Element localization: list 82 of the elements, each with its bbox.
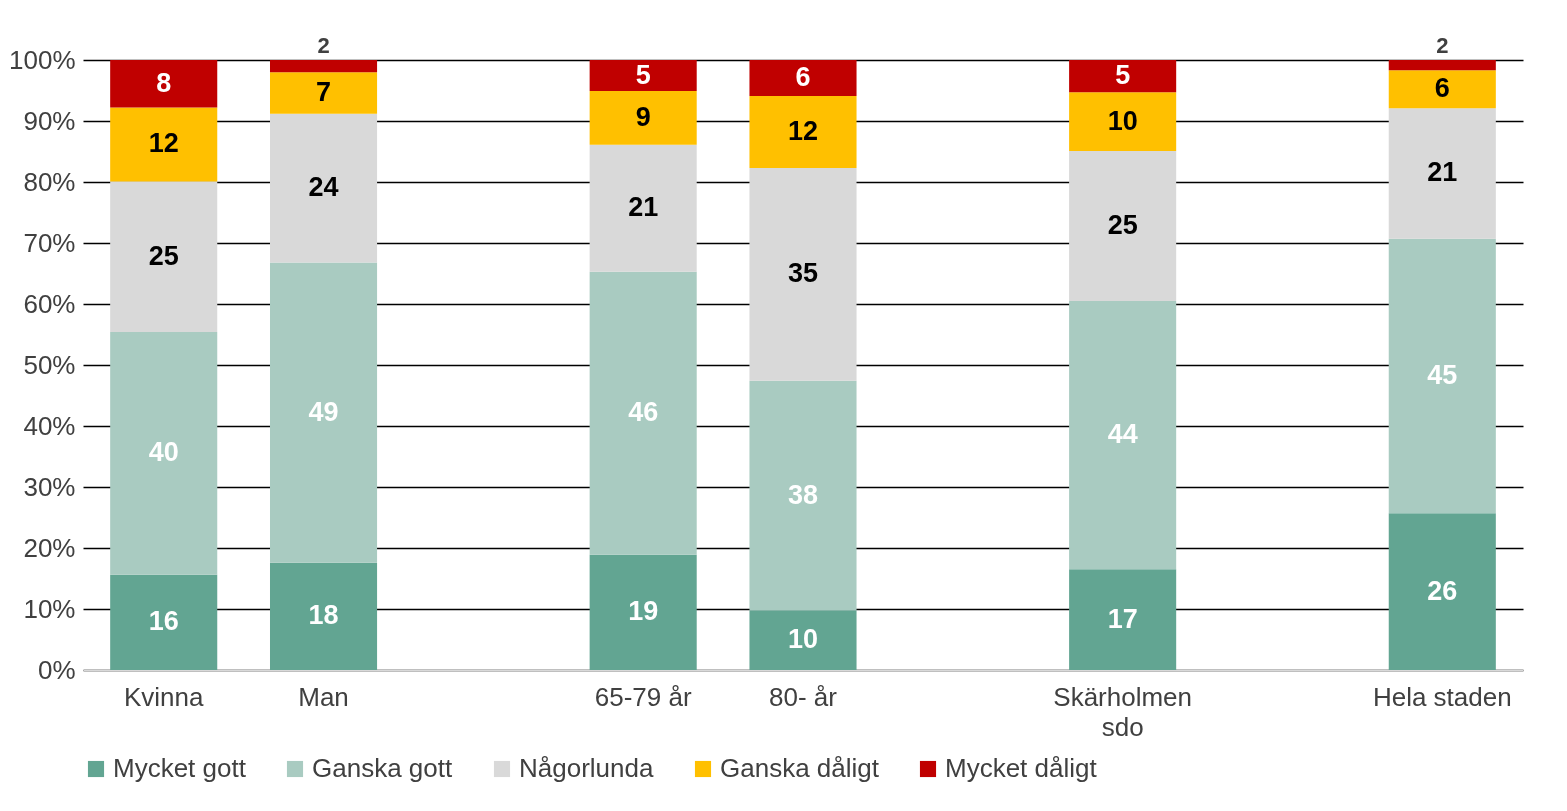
y-tick-label: 80% xyxy=(23,166,76,197)
data-label: 49 xyxy=(308,396,339,427)
data-label: 6 xyxy=(1434,73,1450,104)
y-tick-label: 70% xyxy=(23,227,76,258)
data-label: 38 xyxy=(787,479,819,510)
data-label: 16 xyxy=(148,606,179,637)
data-label: 17 xyxy=(1107,603,1138,634)
bar xyxy=(110,181,218,333)
data-label: 45 xyxy=(1427,359,1458,390)
data-label: 21 xyxy=(628,192,659,223)
data-label: 5 xyxy=(635,59,651,90)
data-label: 35 xyxy=(787,258,819,289)
bar xyxy=(1069,300,1177,570)
bar xyxy=(1388,238,1496,514)
bar xyxy=(749,380,857,611)
bar xyxy=(1069,92,1177,151)
bar xyxy=(749,95,857,168)
y-tick-label: 100% xyxy=(9,44,76,75)
y-tick-label: 10% xyxy=(23,593,76,624)
data-label: 2 xyxy=(317,33,330,58)
bar xyxy=(110,574,218,670)
bar xyxy=(269,262,378,563)
data-label: 10 xyxy=(787,624,819,655)
data-label: 21 xyxy=(1427,157,1458,188)
bar xyxy=(1069,569,1177,670)
bar xyxy=(1388,108,1496,239)
bar xyxy=(110,60,218,108)
y-tick-label: 30% xyxy=(23,471,76,502)
legend-label: Mycket gott xyxy=(113,753,247,783)
bar xyxy=(269,113,378,263)
bar xyxy=(269,60,378,73)
bar xyxy=(589,91,697,145)
bar xyxy=(1388,60,1496,71)
x-tick-label: Kvinna xyxy=(123,681,204,712)
bar xyxy=(589,554,697,670)
y-tick-label: 20% xyxy=(23,532,76,563)
bar xyxy=(110,107,218,182)
legend-label: Ganska gott xyxy=(312,753,453,783)
y-tick-label: 0% xyxy=(37,654,76,685)
x-tick-label: Hela staden xyxy=(1372,681,1512,712)
data-label: 9 xyxy=(635,101,651,132)
y-tick-label: 90% xyxy=(23,105,76,136)
bar xyxy=(1388,70,1496,109)
x-tick-label: 80- år xyxy=(769,681,838,712)
data-label: 12 xyxy=(148,128,179,159)
bar xyxy=(589,60,697,92)
data-label: 25 xyxy=(1107,209,1138,240)
x-tick-label: Man xyxy=(298,681,349,712)
data-label: 40 xyxy=(148,437,179,468)
bar xyxy=(1069,150,1177,301)
bar xyxy=(749,167,857,381)
data-label: 6 xyxy=(795,62,811,92)
data-label: 44 xyxy=(1107,419,1138,450)
bar xyxy=(749,610,857,670)
data-label: 5 xyxy=(1115,60,1131,91)
legend-label: Ganska dåligt xyxy=(720,753,880,783)
bar xyxy=(589,271,697,555)
bar xyxy=(1388,513,1496,670)
data-label: 2 xyxy=(1436,33,1449,58)
data-label: 24 xyxy=(308,172,339,203)
legend-label: Mycket dåligt xyxy=(945,753,1098,783)
y-tick-label: 60% xyxy=(23,288,76,319)
x-tick-label: 65-79 år xyxy=(594,681,692,712)
bar xyxy=(749,60,857,96)
bar xyxy=(269,562,378,670)
bar xyxy=(269,72,378,114)
data-label: 18 xyxy=(308,600,339,631)
legend-label: Någorlunda xyxy=(519,753,654,783)
data-label: 8 xyxy=(156,67,172,98)
y-tick-label: 50% xyxy=(23,349,76,380)
bar xyxy=(110,332,218,575)
data-label: 46 xyxy=(628,397,659,428)
data-label: 7 xyxy=(316,76,332,107)
data-label: 12 xyxy=(787,115,819,146)
data-label: 25 xyxy=(148,240,179,271)
data-label: 10 xyxy=(1107,105,1138,136)
x-tick-label: Skärholmen sdo xyxy=(1053,681,1193,742)
data-label: 19 xyxy=(628,596,659,627)
bar xyxy=(1069,60,1177,93)
y-tick-label: 40% xyxy=(23,410,76,441)
bar xyxy=(589,144,697,272)
data-label: 26 xyxy=(1427,575,1458,606)
